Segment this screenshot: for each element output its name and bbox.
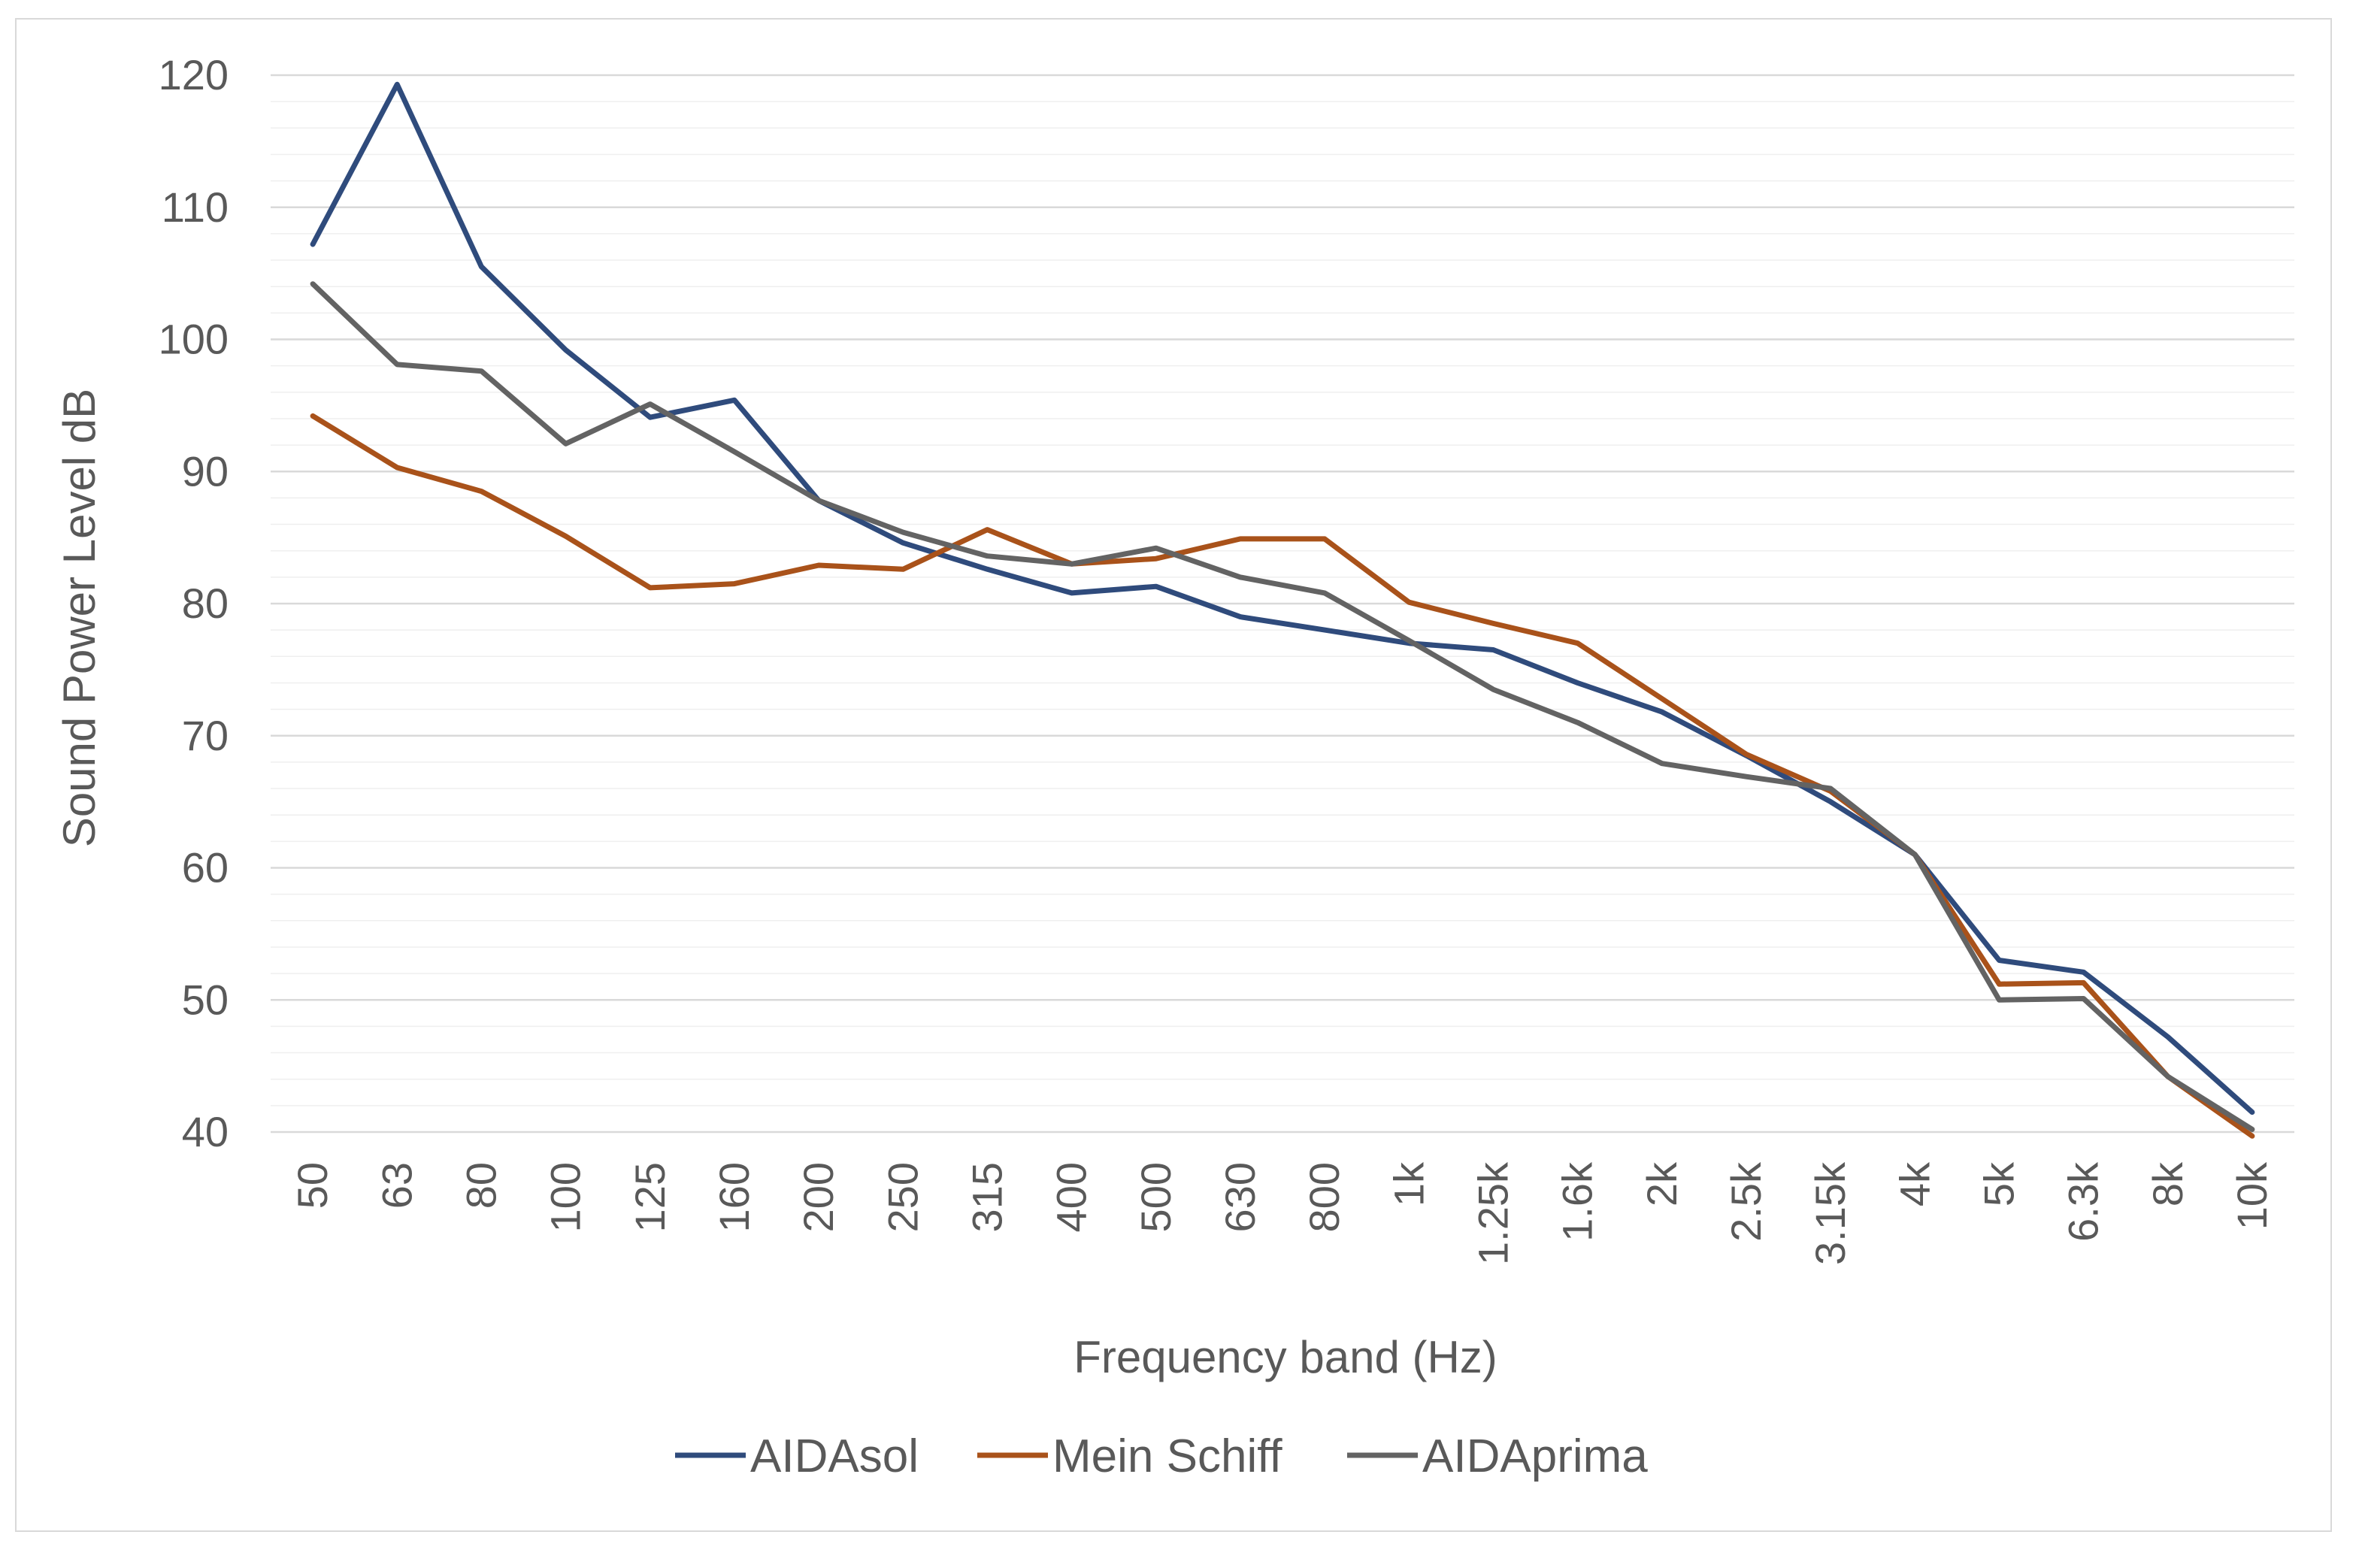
x-tick-label: 1.25k [1469, 1161, 1516, 1265]
series-line-aidasol [310, 81, 2255, 1115]
x-tick-label: 315 [963, 1162, 1010, 1232]
x-tick-label: 4k [1891, 1161, 1938, 1206]
x-tick-label: 160 [710, 1162, 758, 1232]
x-tick-label: 5k [1975, 1161, 2022, 1206]
legend-label-aidasol: AIDAsol [750, 1430, 919, 1482]
legend: AIDAsol Mein Schiff AIDAprima [675, 1430, 1648, 1482]
x-tick-label: 6.3k [2060, 1161, 2107, 1242]
chart-svg: 40 50 60 70 80 90 100 110 120 50 63 80 100 125 160 200… [54, 51, 2294, 1482]
y-axis-title: Sound Power Level dB [54, 389, 104, 847]
series-lines [310, 81, 2255, 1139]
x-tick-label: 500 [1132, 1162, 1179, 1232]
x-tick-label: 1.6k [1554, 1161, 1601, 1242]
x-tick-label: 2k [1638, 1161, 1685, 1206]
legend-label-aidaprima: AIDAprima [1422, 1430, 1648, 1482]
x-tick-label: 8k [2144, 1161, 2191, 1206]
y-tick-label: 60 [182, 844, 229, 891]
x-tick-label: 80 [457, 1162, 504, 1209]
x-tick-label: 630 [1216, 1162, 1264, 1232]
legend-label-mein-schiff: Mein Schiff [1052, 1430, 1282, 1482]
y-tick-label: 120 [159, 51, 229, 98]
x-tick-label: 50 [289, 1162, 336, 1209]
x-tick-label: 10k [2228, 1161, 2276, 1230]
x-tick-label: 400 [1048, 1162, 1095, 1232]
x-tick-label: 250 [879, 1162, 926, 1232]
x-tick-labels: 50 63 80 100 125 160 200 250 315 400 500 630 800 1k 1.… [289, 1161, 2276, 1265]
y-tick-label: 40 [182, 1108, 229, 1155]
y-tick-label: 70 [182, 712, 229, 759]
y-tick-label: 80 [182, 580, 229, 627]
series-line-aidaprima [310, 281, 2255, 1132]
y-tick-label: 90 [182, 447, 229, 495]
x-tick-label: 125 [626, 1162, 674, 1232]
x-axis-title: Frequency band (Hz) [1073, 1332, 1497, 1382]
y-tick-label: 50 [182, 976, 229, 1023]
x-tick-label: 63 [373, 1162, 420, 1209]
y-tick-labels: 40 50 60 70 80 90 100 110 120 [159, 51, 229, 1155]
y-tick-label: 110 [162, 183, 229, 231]
x-tick-label: 3.15k [1806, 1161, 1854, 1265]
x-tick-label: 100 [542, 1162, 589, 1232]
x-tick-label: 2.5k [1722, 1161, 1770, 1242]
grid-layer [271, 74, 2294, 1134]
chart-frame: 40 50 60 70 80 90 100 110 120 50 63 80 100 125 160 200… [15, 18, 2332, 1532]
x-tick-label: 800 [1301, 1162, 1348, 1232]
y-tick-label: 100 [159, 316, 229, 363]
x-tick-label: 200 [795, 1162, 842, 1232]
x-tick-label: 1k [1385, 1161, 1432, 1206]
